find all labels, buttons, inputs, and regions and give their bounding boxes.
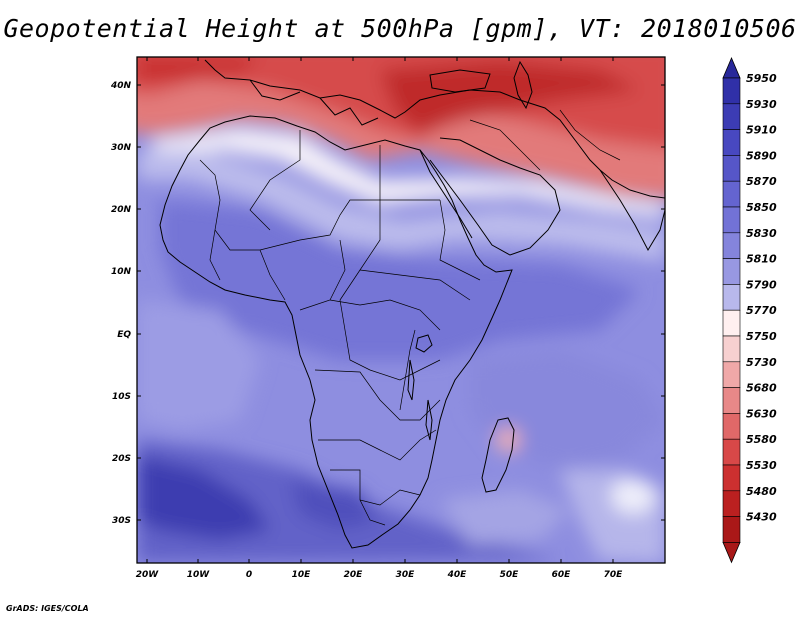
black-sea <box>429 69 491 93</box>
lon-label: 20W <box>136 570 160 580</box>
colorbar-swatch <box>722 284 741 311</box>
lake-malawi <box>425 399 433 441</box>
lon-label: 20E <box>344 570 364 580</box>
madagascar-coastline <box>481 417 515 493</box>
colorbar-swatch <box>722 464 741 492</box>
arabia-coastline <box>429 137 561 256</box>
grads-credit: GrADS: IGES/COLA <box>6 604 89 613</box>
caspian-sea <box>513 60 533 110</box>
red-sea <box>419 149 473 239</box>
coastlines <box>159 59 665 549</box>
colorbar-level-label: 5480 <box>746 485 777 498</box>
colorbar-swatch <box>722 129 741 156</box>
colorbar-swatch <box>722 77 741 105</box>
colorbar-swatch <box>722 387 741 414</box>
india-coastline <box>599 169 665 252</box>
lon-label: 0 <box>246 570 252 580</box>
lat-label: 10S <box>112 392 131 402</box>
lat-label: 20S <box>112 454 131 464</box>
lon-label: 10W <box>187 570 211 580</box>
longitude-labels: 20W 10W 0 10E 20E 30E 40E 50E 60E 70E <box>136 570 623 580</box>
latitude-labels: 40N 30N 20N 10N EQ 10S 20S 30S <box>110 81 132 526</box>
lat-label: 40N <box>110 81 132 91</box>
colorbar-level-label: 5930 <box>746 98 777 111</box>
lon-label: 60E <box>552 570 572 580</box>
colorbar-level-label: 5750 <box>746 330 777 343</box>
country-borders <box>199 109 621 526</box>
colorbar-level-label: 5730 <box>746 356 777 369</box>
colorbar-swatch <box>722 103 741 130</box>
colorbar: 5950 5930 5910 5890 5870 5850 5830 5810 5790 5770… <box>722 56 777 564</box>
lat-label: 20N <box>111 205 132 215</box>
colorbar-level-label: 5850 <box>746 201 777 214</box>
lon-label: 50E <box>500 570 520 580</box>
colorbar-level-label: 5580 <box>746 433 777 446</box>
colorbar-swatch <box>722 155 741 182</box>
height-field <box>137 57 665 563</box>
colorbar-level-label: 5680 <box>746 382 777 395</box>
lat-label: 30S <box>112 516 131 526</box>
lon-label: 70E <box>604 570 624 580</box>
map-title: Geopotential Height at 500hPa [gpm], VT:… <box>3 14 797 43</box>
lake-tanganyika <box>407 359 415 401</box>
colorbar-level-label: 5810 <box>746 253 777 266</box>
mediterranean-north <box>249 79 379 126</box>
colorbar-swatch <box>722 516 741 543</box>
axis-ticks <box>137 57 665 563</box>
africa-coastline <box>159 115 513 549</box>
colorbar-swatch <box>722 206 741 234</box>
colorbar-level-label: 5890 <box>746 149 777 162</box>
lon-label: 10E <box>292 570 312 580</box>
colorbar-level-label: 5830 <box>746 227 777 240</box>
colorbar-swatch <box>722 413 741 440</box>
colorbar-swatch <box>722 258 741 285</box>
lat-label: EQ <box>117 330 131 340</box>
colorbar-top-arrow <box>722 56 741 79</box>
lon-label: 40E <box>447 570 468 580</box>
colorbar-level-label: 5950 <box>746 72 777 85</box>
lat-label: 30N <box>111 143 132 153</box>
colorbar-level-label: 5910 <box>746 124 777 137</box>
colorbar-swatch <box>722 335 741 363</box>
lat-label: 10N <box>111 267 132 277</box>
colorbar-level-label: 5770 <box>746 304 777 317</box>
lon-label: 30E <box>396 570 416 580</box>
colorbar-level-label: 5790 <box>746 278 777 291</box>
colorbar-level-label: 5530 <box>746 459 777 472</box>
colorbar-swatch <box>722 361 741 388</box>
colorbar-swatch <box>722 490 741 517</box>
colorbar-level-label: 5430 <box>746 511 777 524</box>
colorbar-level-label: 5870 <box>746 175 777 188</box>
colorbar-swatch <box>722 232 741 259</box>
colorbar-bottom-arrow <box>722 542 741 564</box>
map-frame <box>136 56 666 564</box>
lake-victoria <box>415 334 433 353</box>
colorbar-swatch <box>722 180 741 208</box>
colorbar-swatch <box>722 309 741 337</box>
europe-coastline <box>204 59 665 199</box>
colorbar-swatch <box>722 438 741 466</box>
colorbar-level-label: 5630 <box>746 407 777 420</box>
